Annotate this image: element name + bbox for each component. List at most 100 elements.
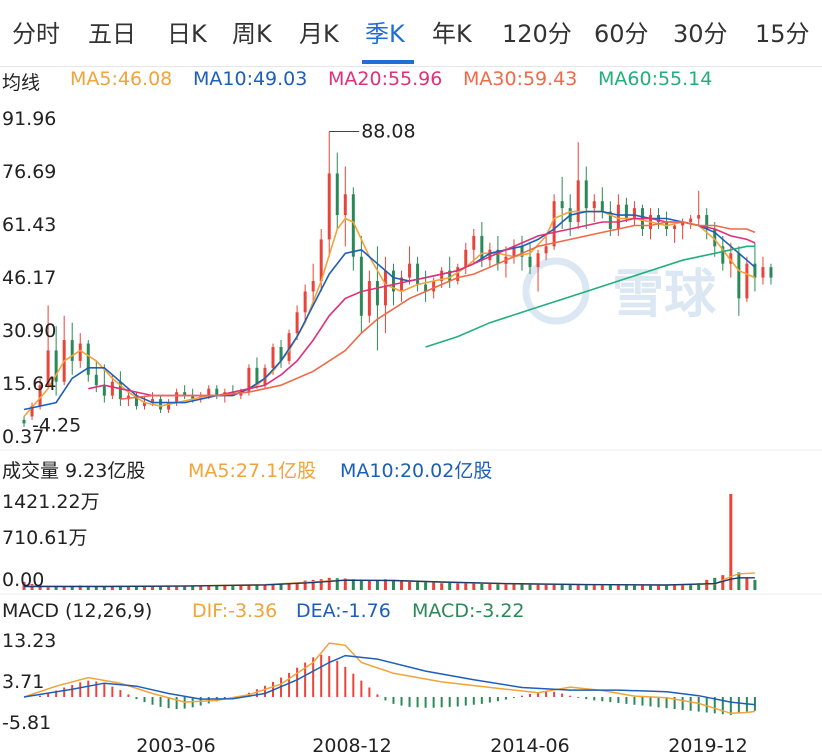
price-legend-title: 均线 — [2, 72, 41, 94]
volume-bar — [159, 586, 163, 590]
volume-y-tick: 0.00 — [2, 569, 44, 591]
price-y-tick: 46.17 — [2, 267, 56, 289]
volume-bar — [263, 584, 267, 590]
volume-ma5-legend: MA5:27.1亿股 — [188, 460, 317, 482]
candle-body — [247, 367, 251, 393]
ma10-legend: MA10:49.03 — [193, 68, 308, 90]
tab-wuri[interactable]: 五日 — [88, 20, 136, 48]
volume-bar — [472, 583, 476, 590]
volume-bar — [504, 584, 508, 590]
price-y-tick: 76.69 — [2, 161, 56, 183]
candle-body — [448, 270, 452, 282]
volume-bar — [351, 579, 355, 590]
candle-body — [303, 291, 307, 313]
volume-bar — [464, 583, 468, 590]
volume-bar — [560, 584, 564, 590]
candle-body — [175, 392, 179, 403]
volume-bar — [231, 586, 235, 590]
volume-bar — [488, 583, 492, 590]
ma20-legend: MA20:55.96 — [328, 68, 443, 90]
tab-15min[interactable]: 15分 — [755, 20, 810, 48]
tab-30min[interactable]: 30分 — [673, 20, 728, 48]
volume-bar — [102, 586, 106, 590]
price-y-tick: 61.43 — [2, 214, 56, 236]
candle-body — [480, 235, 484, 261]
volume-bar — [624, 585, 628, 590]
volume-bar — [528, 584, 532, 590]
volume-bar — [367, 580, 371, 590]
volume-bar — [584, 585, 588, 590]
candle-body — [432, 281, 436, 292]
candle-body — [383, 270, 387, 306]
volume-bar — [359, 579, 363, 590]
candle-body — [54, 350, 58, 382]
volume-bar — [375, 579, 379, 590]
volume-bar — [391, 580, 395, 590]
volume-bar — [215, 585, 219, 590]
candle-body — [713, 228, 717, 247]
candle-body — [239, 392, 243, 396]
candle-body — [560, 201, 564, 209]
candle-body — [327, 173, 331, 240]
volume-bar — [649, 585, 653, 590]
volume-bar — [303, 580, 307, 590]
period-tabs: 分时 五日 日K 周K 月K 季K 年K 120分 60分 30分 15分 — [0, 0, 822, 67]
candle-body — [207, 388, 211, 396]
ma60-legend: MA60:55.14 — [598, 68, 713, 90]
candle-body — [464, 249, 468, 268]
candle-body — [375, 281, 379, 306]
tab-120min[interactable]: 120分 — [502, 20, 572, 48]
volume-bar — [416, 581, 420, 590]
volume-bar — [327, 577, 331, 590]
volume-y-tick: 1421.22万 — [2, 491, 100, 513]
volume-bar — [432, 582, 436, 590]
candle-body — [512, 246, 516, 257]
candle-body — [488, 249, 492, 261]
candle-body — [681, 222, 685, 226]
candle-body — [70, 340, 74, 361]
candle-body — [472, 235, 476, 250]
candle-body — [424, 284, 428, 292]
volume-bar — [440, 583, 444, 590]
volume-bar — [247, 585, 251, 590]
candle-body — [311, 281, 315, 292]
candle-body — [86, 343, 90, 375]
macd-y-tick: 3.71 — [2, 671, 44, 693]
candle-body — [263, 367, 267, 386]
dif-line — [23, 642, 756, 715]
volume-bar — [520, 584, 524, 590]
candle-body — [496, 249, 500, 264]
tab-daily[interactable]: 日K — [167, 20, 207, 48]
ma-line-ma30 — [120, 221, 756, 400]
volume-bar — [94, 585, 98, 590]
candle-body — [191, 395, 195, 400]
macd-value-legend: MACD:-3.22 — [412, 600, 525, 622]
candle-body — [255, 367, 259, 386]
tab-weekly[interactable]: 周K — [232, 20, 272, 48]
volume-bar — [78, 585, 82, 590]
tab-60min[interactable]: 60分 — [594, 20, 649, 48]
volume-bar — [134, 586, 138, 590]
volume-bar — [118, 586, 122, 590]
watermark-circle — [522, 257, 590, 325]
tab-fenshi[interactable]: 分时 — [12, 20, 60, 48]
ma-line-ma10 — [23, 210, 756, 411]
tab-yearly[interactable]: 年K — [432, 20, 472, 48]
active-tab-indicator — [362, 60, 414, 64]
volume-bar — [311, 579, 315, 590]
volume-bar — [400, 581, 404, 590]
volume-bar — [424, 582, 428, 590]
candle-body — [167, 402, 171, 410]
candle-body — [102, 385, 106, 396]
tab-monthly[interactable]: 月K — [299, 20, 339, 48]
tab-quarterly[interactable]: 季K — [365, 20, 405, 48]
max-price-label: 88.08 — [361, 120, 415, 142]
candle-body — [632, 208, 636, 219]
volume-bar — [199, 586, 203, 590]
candle-body — [721, 246, 725, 264]
volume-bar — [295, 582, 299, 590]
volume-bar — [142, 586, 146, 590]
volume-bar — [721, 575, 725, 590]
candle-body — [30, 406, 34, 417]
